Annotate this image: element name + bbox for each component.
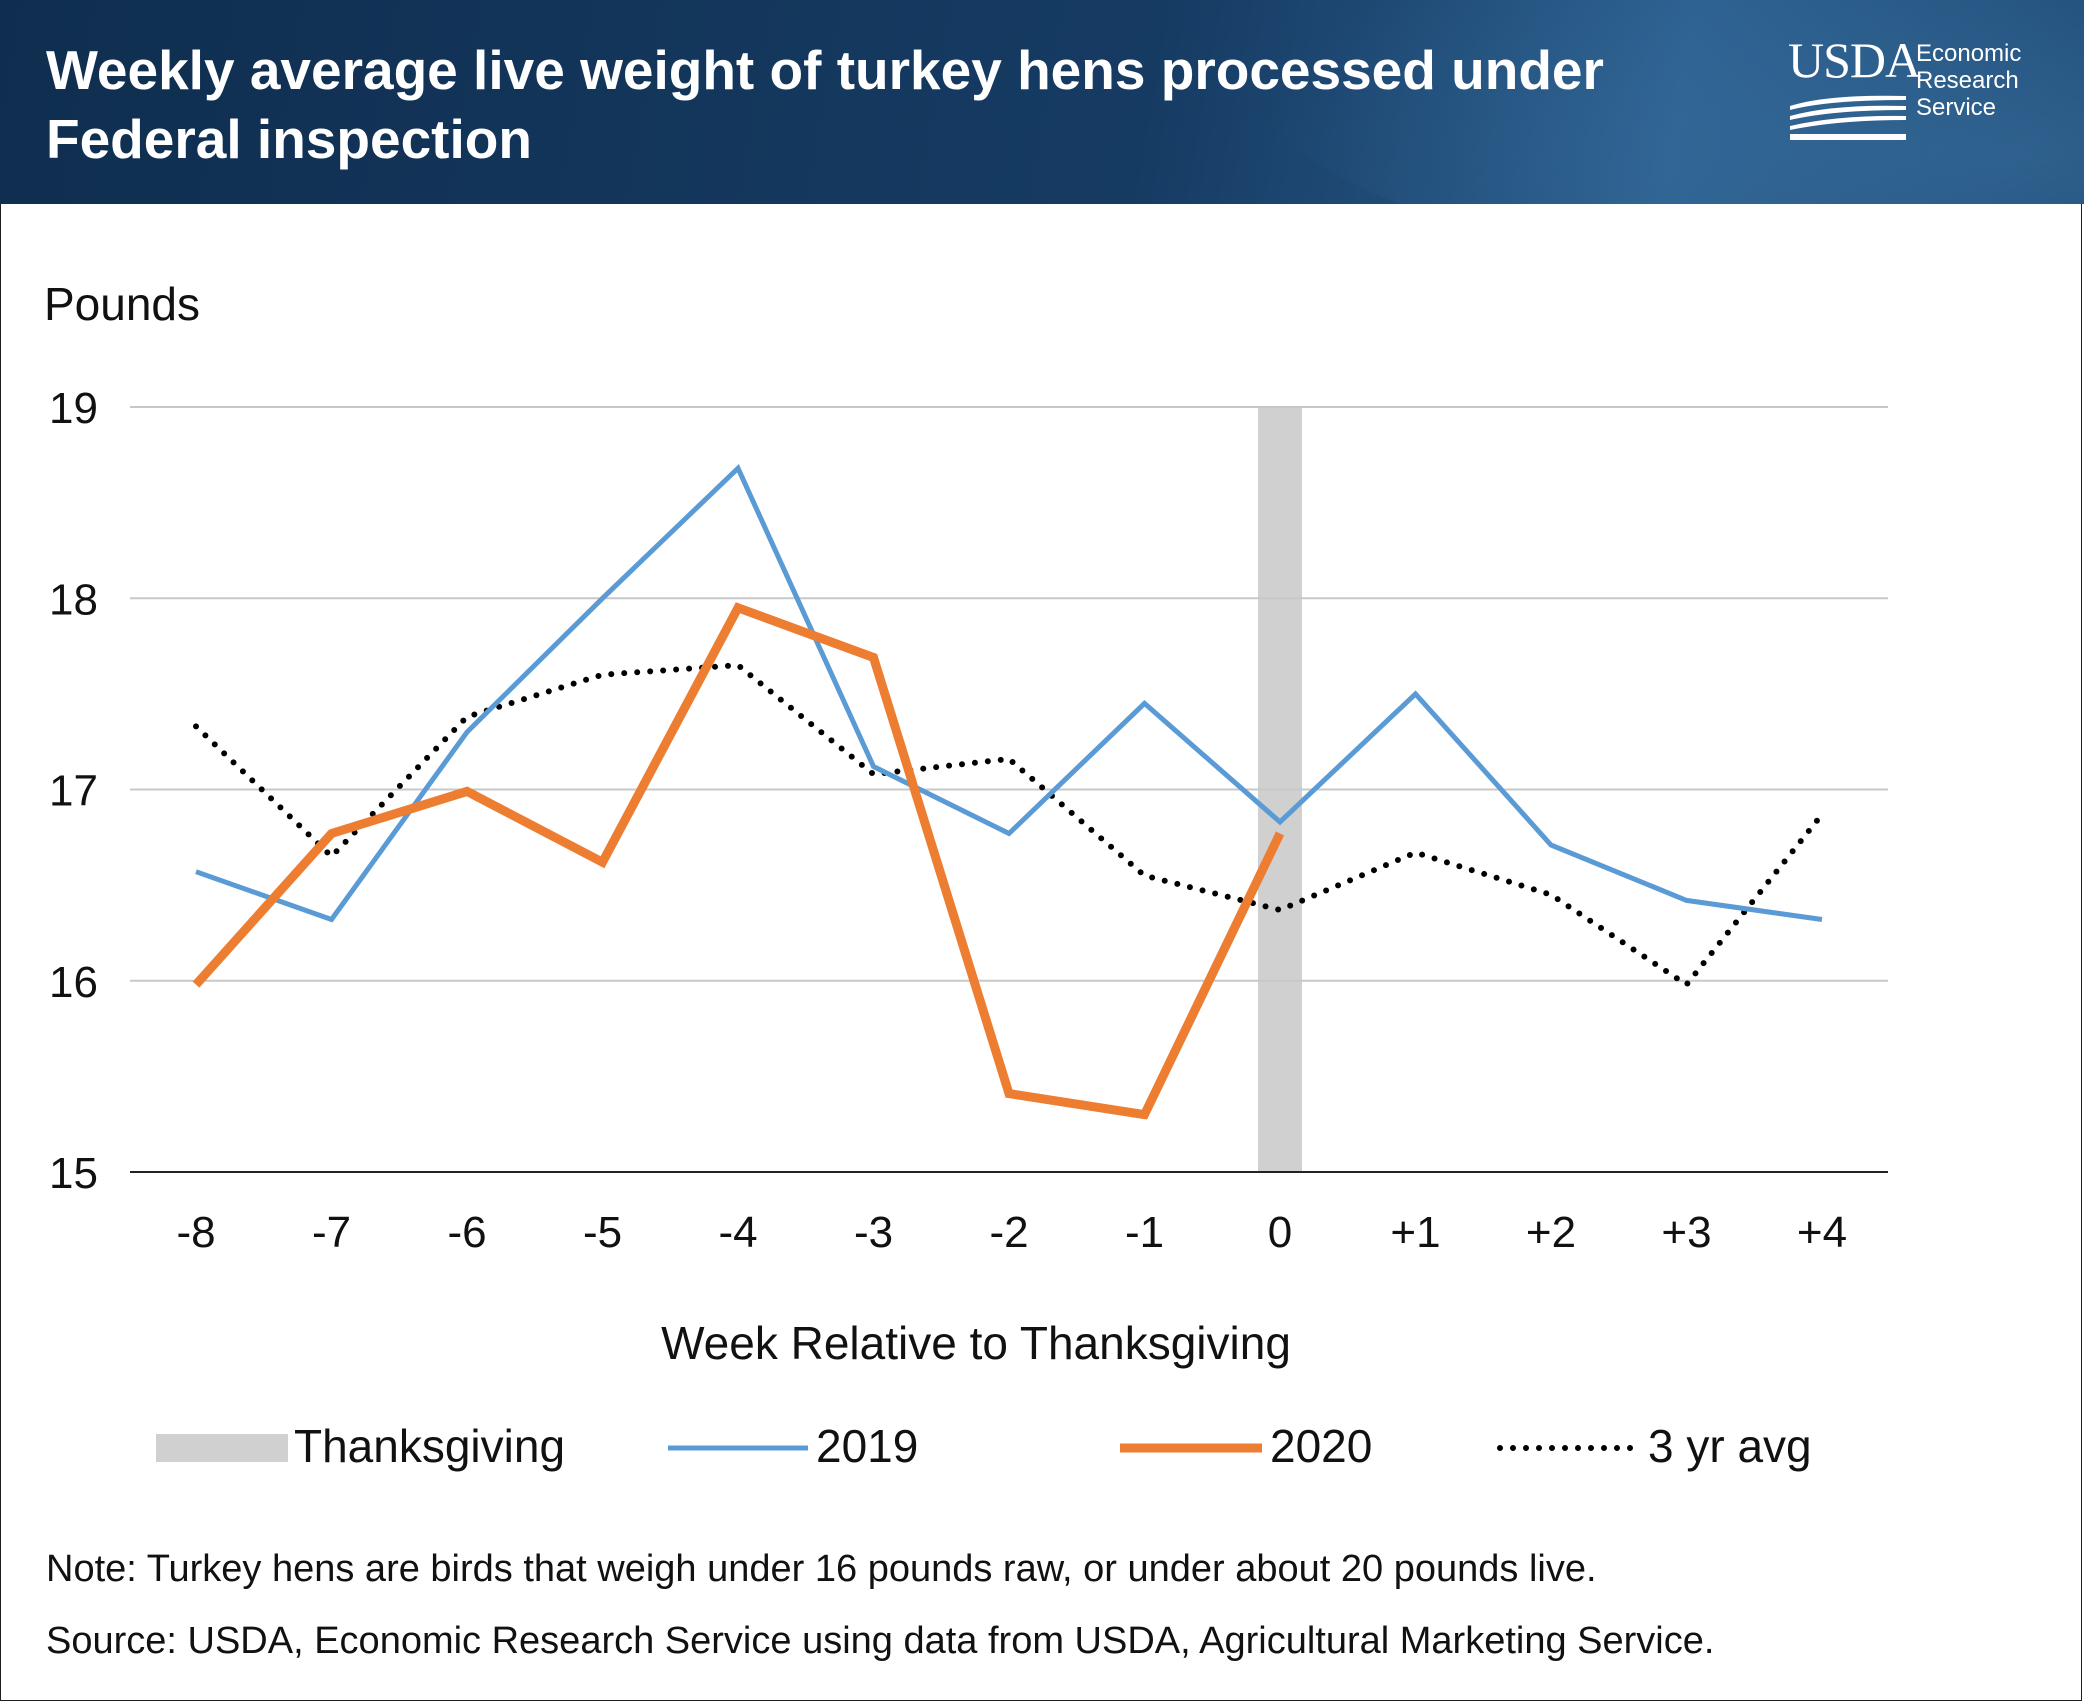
x-tick-label: -5: [583, 1208, 622, 1257]
usda-logo-mark: USDA: [1788, 32, 1921, 88]
legend-swatch-thanksgiving: [156, 1434, 288, 1462]
x-tick-label: -8: [176, 1208, 215, 1257]
x-tick-label: 0: [1268, 1208, 1292, 1257]
x-tick-label: -4: [718, 1208, 757, 1257]
legend: Thanksgiving 2019 2020 3 yr avg: [156, 1420, 1812, 1472]
legend-label-thanksgiving: Thanksgiving: [294, 1420, 565, 1472]
x-tick-label: -3: [854, 1208, 893, 1257]
x-tick-label: +2: [1526, 1208, 1576, 1257]
chart-title: Weekly average live weight of turkey hen…: [46, 39, 1604, 170]
usda-waves-icon: [1790, 95, 1906, 140]
y-tick-label: 19: [49, 384, 98, 433]
x-tick-label: -1: [1125, 1208, 1164, 1257]
x-tick-label: +3: [1661, 1208, 1711, 1257]
x-tick-label: -6: [447, 1208, 486, 1257]
legend-label-2020: 2020: [1270, 1420, 1372, 1472]
y-tick-label: 17: [49, 767, 98, 816]
y-tick-label: 16: [49, 958, 98, 1007]
legend-label-2019: 2019: [816, 1420, 918, 1472]
line-chart: Pounds 15 16 17 18 19 -8 -7 -6 -5 -4 -3 -2 -1 0 +1 +2 +…: [44, 278, 1888, 1472]
series-2019-line: [195, 463, 1823, 923]
logo-line-service: Service: [1916, 94, 1997, 121]
series-3yr-avg-line: [193, 662, 1825, 989]
y-axis-label: Pounds: [44, 278, 200, 330]
logo-line-research: Research: [1916, 67, 2019, 94]
y-tick-label: 15: [49, 1149, 98, 1198]
banner-decoration: [1250, 0, 2084, 204]
ers-logo-text: Economic Research Service: [1916, 40, 2066, 121]
x-tick-label: +4: [1797, 1208, 1847, 1257]
gridlines: [130, 406, 1888, 1173]
usda-ers-logo: USDA Economic Research Service: [1788, 32, 2058, 140]
legend-label-3yr-avg: 3 yr avg: [1648, 1420, 1812, 1472]
x-tick-label: +1: [1390, 1208, 1440, 1257]
series-lines: [192, 463, 1825, 1120]
y-tick-label: 18: [49, 575, 98, 624]
logo-line-economic: Economic: [1916, 40, 2022, 67]
chart-source: Source: USDA, Economic Research Service …: [46, 1620, 1715, 1662]
x-tick-label: -2: [989, 1208, 1028, 1257]
x-tick-label: -7: [312, 1208, 351, 1257]
title-banner: Weekly average live weight of turkey hen…: [0, 0, 2084, 204]
x-axis-label: Week Relative to Thanksgiving: [661, 1317, 1291, 1369]
series-2020-line: [192, 602, 1285, 1120]
x-tick-labels: -8 -7 -6 -5 -4 -3 -2 -1 0 +1 +2 +3 +4: [176, 1208, 1847, 1257]
chart-note: Note: Turkey hens are birds that weigh u…: [46, 1548, 1597, 1590]
y-tick-labels: 15 16 17 18 19: [49, 384, 98, 1198]
